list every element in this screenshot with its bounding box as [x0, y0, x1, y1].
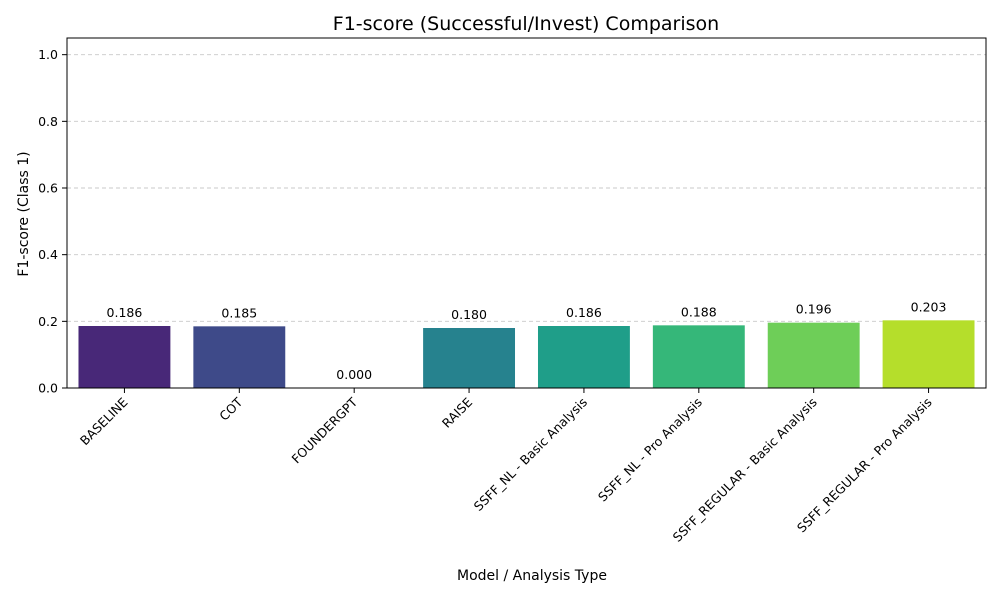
x-tick-label-5: SSFF_NL - Basic Analysis: [471, 395, 590, 514]
x-tick-label-6: SSFF_NL - Pro Analysis: [595, 395, 705, 505]
y-tick-label-0: 0.0: [38, 381, 58, 396]
chart-title: F1-score (Successful/Invest) Comparison: [333, 13, 719, 35]
y-tick-label-3: 0.6: [38, 181, 58, 196]
x-tick-label-1: BASELINE: [77, 394, 131, 448]
value-label-6: 0.188: [681, 304, 717, 319]
value-label-7: 0.196: [796, 302, 832, 317]
bar-6: [652, 325, 745, 388]
y-tick-label-5: 1.0: [38, 47, 58, 62]
x-tick-label-3: FOUNDERGPT: [288, 394, 360, 466]
y-axis-title: F1-score (Class 1): [16, 151, 32, 276]
bar-8: [882, 320, 975, 388]
bar-5: [537, 326, 630, 388]
bar-2: [193, 326, 286, 388]
y-tick-label-1: 0.2: [38, 314, 58, 329]
bar-1: [78, 326, 171, 388]
value-label-1: 0.186: [107, 305, 143, 320]
bar-4: [423, 328, 516, 388]
x-tick-label-8: SSFF_REGULAR - Pro Analysis: [794, 395, 935, 536]
value-label-2: 0.185: [221, 305, 257, 320]
value-labels: 0.186 0.185 0.000 0.180 0.186 0.188 0.196 0.203: [107, 299, 947, 382]
value-label-3: 0.000: [336, 367, 372, 382]
y-tick-label-2: 0.4: [38, 247, 58, 262]
bars: [78, 320, 975, 388]
value-label-5: 0.186: [566, 305, 602, 320]
x-tick-label-4: RAISE: [439, 394, 475, 430]
bar-7: [767, 322, 860, 388]
plot-frame: [66, 37, 987, 389]
y-tick-label-4: 0.8: [38, 114, 58, 129]
x-tick-label-2: COT: [216, 394, 245, 423]
x-axis-title: Model / Analysis Type: [457, 568, 607, 584]
value-label-8: 0.203: [911, 299, 947, 314]
value-label-4: 0.180: [451, 307, 487, 322]
